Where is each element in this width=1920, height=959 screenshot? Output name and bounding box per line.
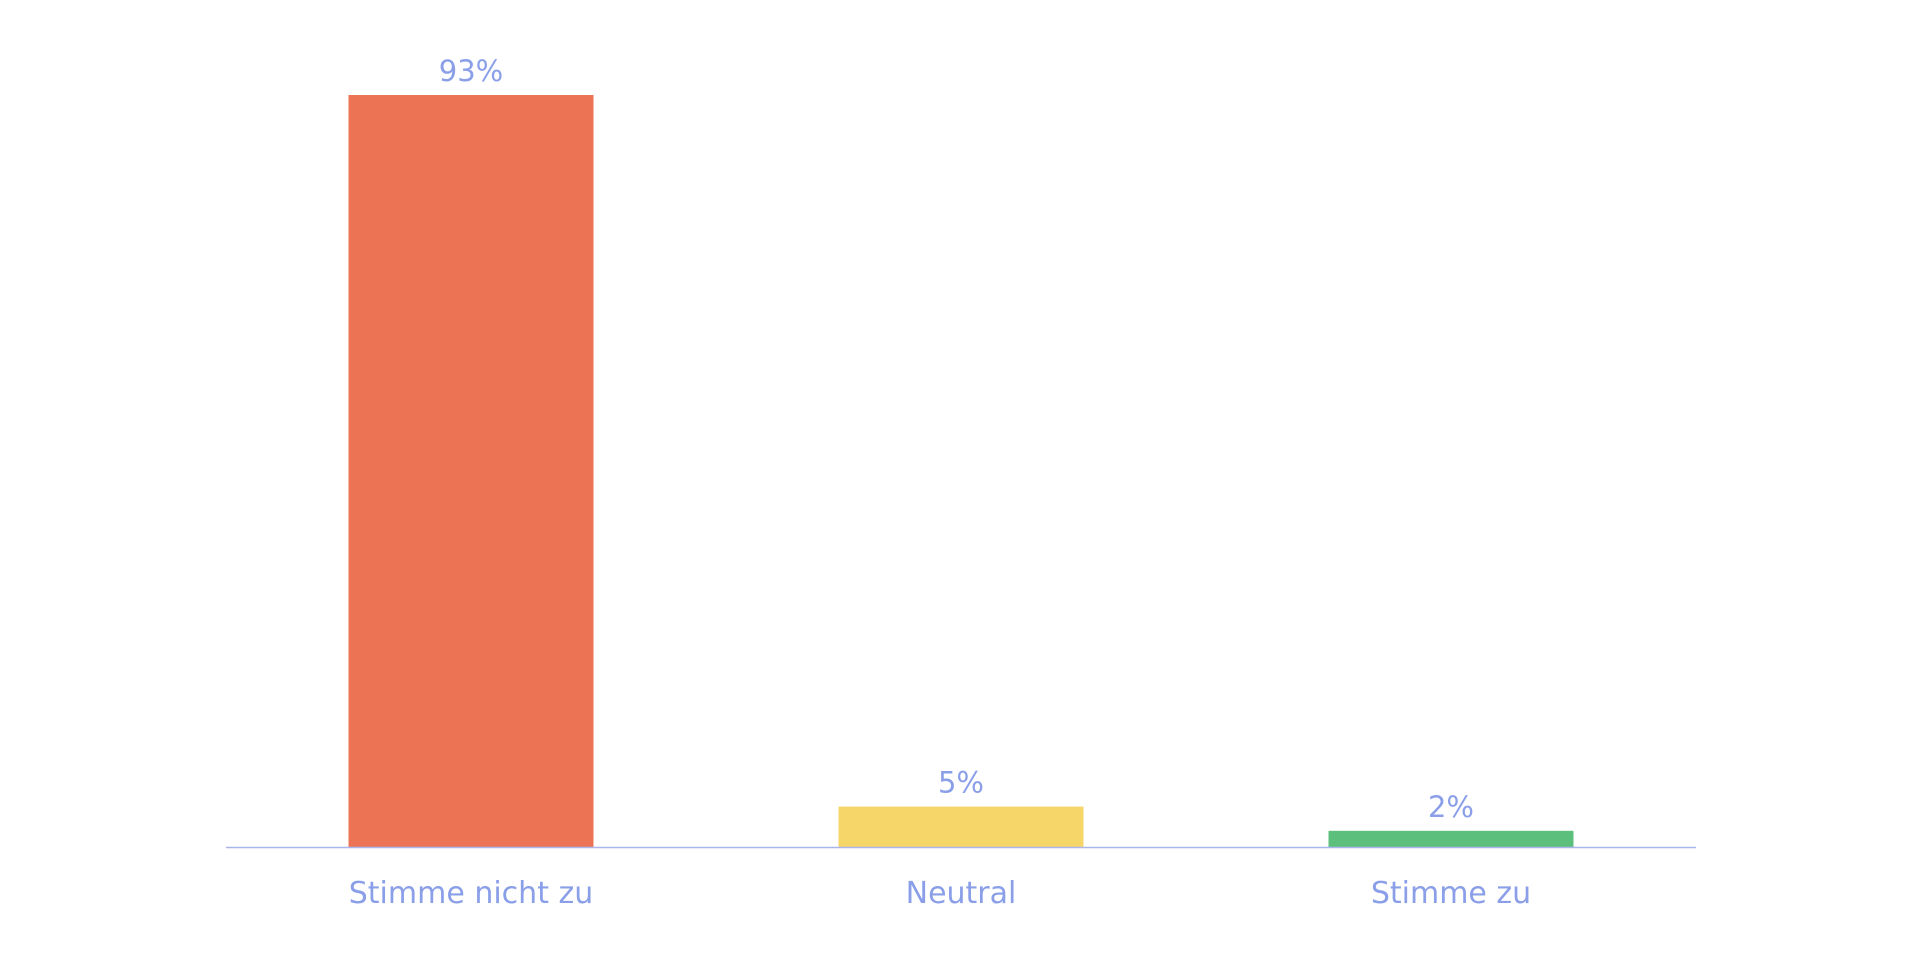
x-tick-label: Neutral	[906, 876, 1017, 911]
bar-neutral	[838, 806, 1084, 847]
x-tick-label: Stimme zu	[1371, 876, 1531, 911]
bars-layer	[348, 95, 1574, 847]
labels-layer: 93% Stimme nicht zu 5% Neutral 2% Stimme zu	[349, 54, 1531, 911]
bar-value-label: 93%	[439, 54, 503, 88]
bar-stimme-zu	[1328, 830, 1574, 847]
bar-value-label: 5%	[938, 766, 984, 800]
bar-stimme-nicht-zu	[348, 95, 594, 847]
bar-value-label: 2%	[1428, 790, 1474, 824]
x-tick-label: Stimme nicht zu	[349, 876, 594, 911]
